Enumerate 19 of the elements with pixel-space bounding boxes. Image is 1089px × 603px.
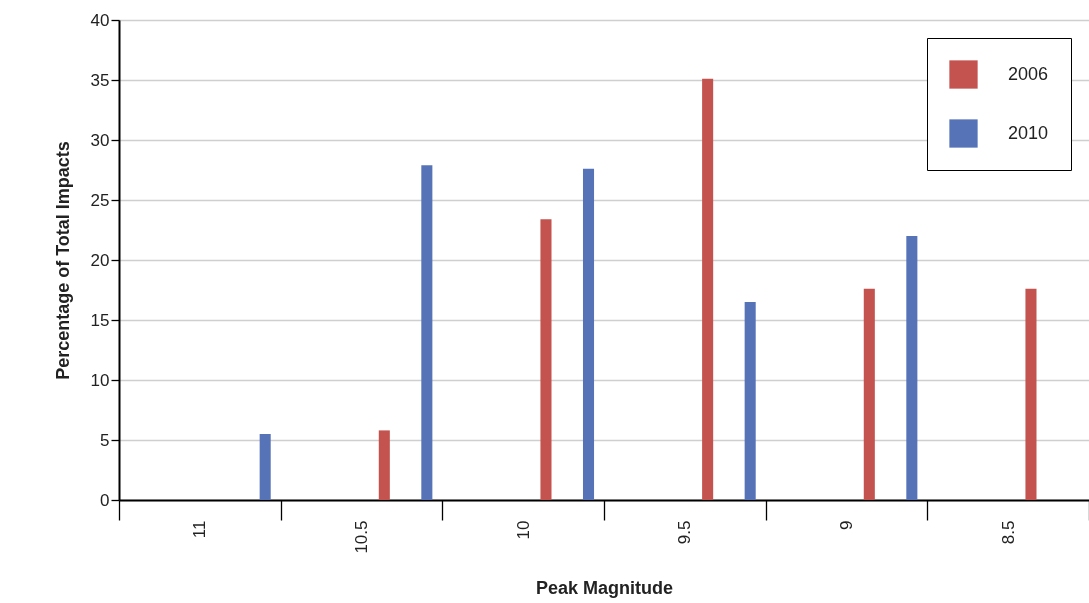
x-axis-title: Peak Magnitude bbox=[535, 577, 674, 598]
x-tick-label: 10 bbox=[513, 520, 533, 540]
y-tick-label: 0 bbox=[100, 490, 110, 510]
y-tick-label: 10 bbox=[90, 370, 110, 390]
y-tick-label: 35 bbox=[90, 70, 110, 90]
x-tick-label: 11 bbox=[190, 520, 210, 539]
x-tick-label: 9.5 bbox=[675, 520, 695, 545]
legend-label: 2010 bbox=[1008, 122, 1049, 143]
y-tick-label: 40 bbox=[90, 10, 110, 30]
y-axis-title: Percentage of Total Impacts bbox=[52, 141, 73, 380]
x-tick-label: 9 bbox=[837, 520, 856, 530]
y-tick-label: 30 bbox=[90, 130, 110, 150]
legend-label: 2006 bbox=[1008, 63, 1049, 84]
x-tick-label: 8.5 bbox=[998, 520, 1018, 545]
y-tick-label: 15 bbox=[90, 310, 110, 330]
y-tick-label: 20 bbox=[90, 250, 110, 270]
y-tick-label: 5 bbox=[100, 430, 110, 450]
x-tick-label: 10.5 bbox=[352, 520, 371, 554]
y-tick-label: 25 bbox=[90, 190, 110, 210]
